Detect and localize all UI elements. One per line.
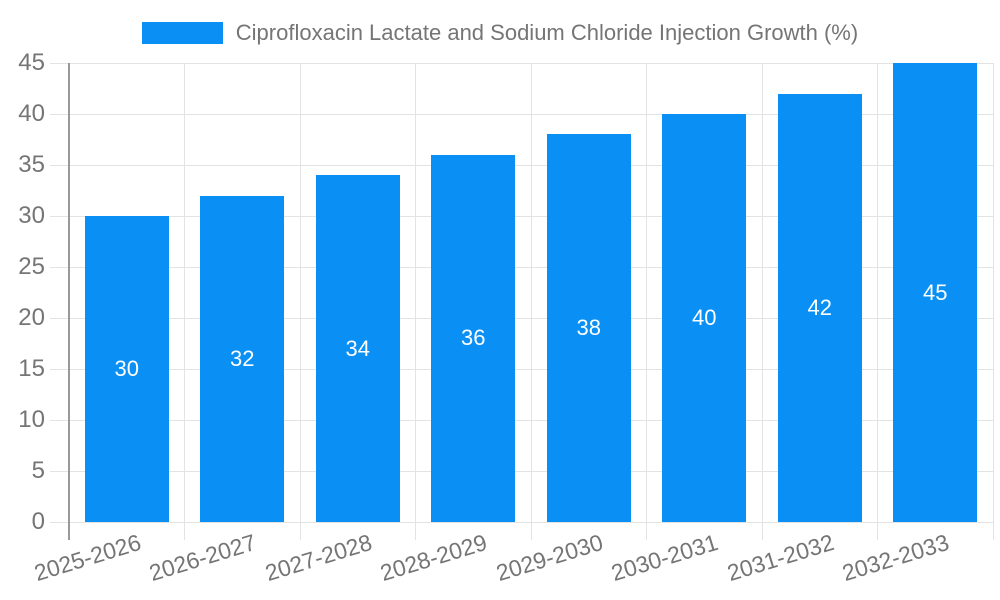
y-axis-tick <box>50 419 69 421</box>
bar[interactable]: 40 <box>662 114 747 522</box>
bar-value-label: 32 <box>230 345 255 371</box>
x-axis-tick <box>530 522 532 540</box>
x-axis-category-label: 2028-2029 <box>377 528 491 586</box>
y-axis-line <box>68 63 70 540</box>
bar-value-label: 30 <box>114 356 139 381</box>
y-axis-tick <box>50 215 69 217</box>
x-axis-tick <box>184 522 185 540</box>
bar-value-label: 36 <box>461 325 486 351</box>
x-axis-category-label: 2026-2027 <box>146 528 260 586</box>
gridline-vertical <box>761 63 763 522</box>
x-axis-category-label: 2027-2028 <box>261 528 375 586</box>
bar[interactable]: 34 <box>315 175 400 522</box>
bar[interactable]: 36 <box>431 154 516 522</box>
bar-value-label: 42 <box>807 294 832 320</box>
x-axis-tick <box>415 522 416 540</box>
gridline-vertical <box>299 63 301 522</box>
y-axis-tick <box>50 164 69 166</box>
chart-legend[interactable]: Ciprofloxacin Lactate and Sodium Chlorid… <box>0 20 1000 45</box>
bar[interactable]: 45 <box>893 63 978 522</box>
x-axis-category-label: 2025-2026 <box>30 528 144 586</box>
y-axis-tick-label: 45 <box>18 49 45 76</box>
gridline-vertical <box>415 63 416 522</box>
x-axis-category-label: 2031-2032 <box>723 528 837 586</box>
y-axis-tick-label: 5 <box>31 457 45 484</box>
bar-value-label: 40 <box>692 305 717 330</box>
y-axis-tick <box>50 368 69 370</box>
legend-swatch-icon <box>141 22 223 44</box>
gridline-vertical <box>184 63 185 522</box>
x-axis-category-label: 2032-2033 <box>839 528 953 586</box>
x-axis-tick <box>992 522 994 540</box>
bar-value-label: 45 <box>923 279 948 305</box>
x-axis-category-label: 2030-2031 <box>608 528 722 586</box>
y-axis-tick <box>50 521 69 523</box>
y-axis-tick-label: 40 <box>18 100 45 127</box>
y-axis-tick-label: 10 <box>18 406 45 433</box>
bar[interactable]: 42 <box>777 93 862 522</box>
legend-label: Ciprofloxacin Lactate and Sodium Chlorid… <box>235 20 859 45</box>
y-axis-tick-label: 0 <box>31 508 45 535</box>
y-axis-tick-label: 20 <box>18 304 45 331</box>
y-axis-tick <box>50 317 69 319</box>
y-axis-tick-label: 30 <box>18 202 45 229</box>
x-axis-tick <box>646 522 647 540</box>
y-axis-tick <box>50 470 69 472</box>
plot-area: 30 32 34 36 38 40 42 45 <box>69 62 994 523</box>
y-axis-tick <box>50 62 69 64</box>
y-axis-tick <box>50 266 69 268</box>
bar[interactable]: 38 <box>546 134 631 522</box>
gridline-vertical <box>992 63 994 522</box>
x-axis-category-label: 2029-2030 <box>492 528 606 586</box>
bar[interactable]: 30 <box>84 216 169 522</box>
gridline-vertical <box>646 63 647 522</box>
y-axis-tick-label: 25 <box>18 253 45 280</box>
bar-value-label: 34 <box>345 335 370 361</box>
gridline-vertical <box>530 63 532 522</box>
gridline-vertical <box>877 63 878 522</box>
x-axis-tick <box>761 522 763 540</box>
x-axis-tick <box>877 522 878 540</box>
bar[interactable]: 32 <box>200 195 285 522</box>
y-axis-tick <box>50 113 69 115</box>
bar-value-label: 38 <box>576 315 601 341</box>
y-axis-tick-label: 35 <box>18 151 45 178</box>
x-axis-tick <box>299 522 301 540</box>
y-axis-tick-label: 15 <box>18 355 45 382</box>
